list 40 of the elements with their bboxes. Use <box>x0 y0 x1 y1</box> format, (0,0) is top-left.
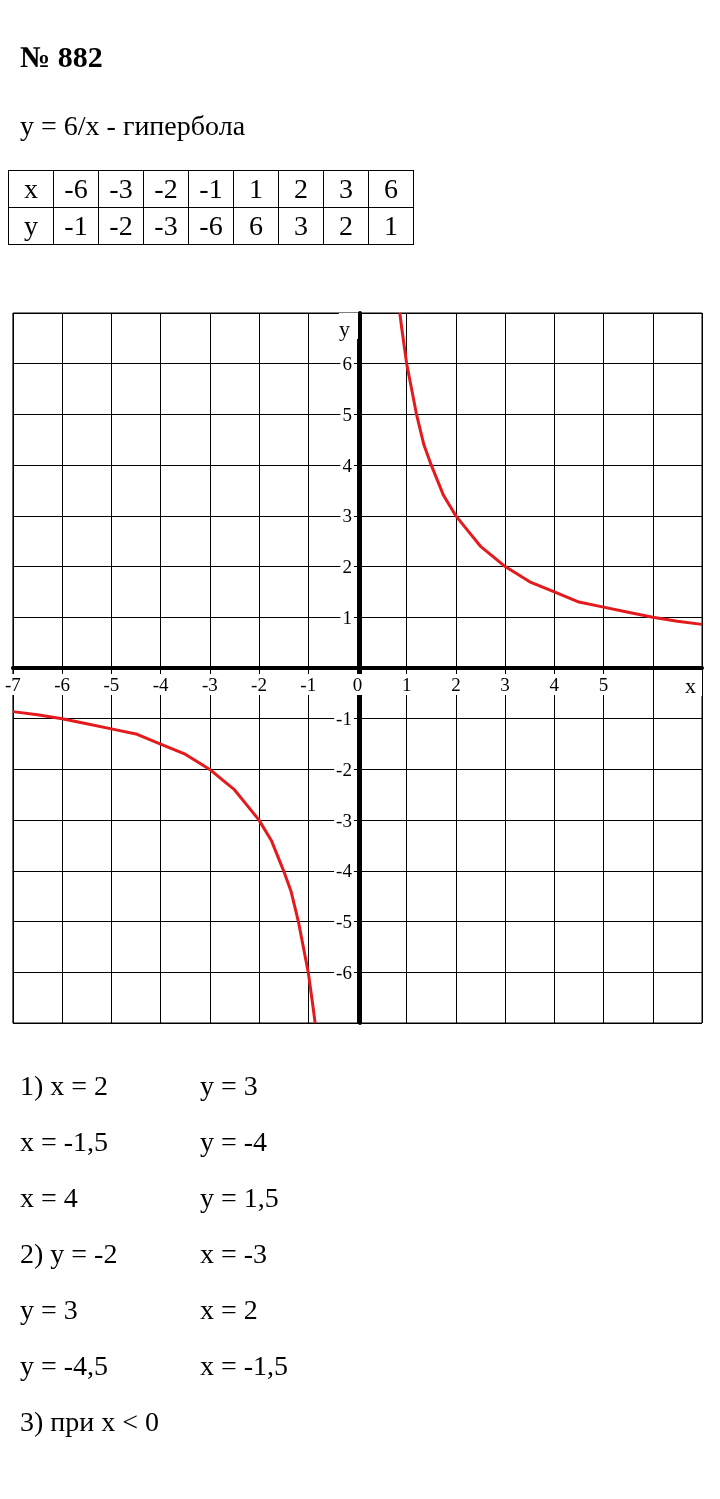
text: 2) y = -2 x = -3 <box>20 1238 268 1269</box>
text: y = -4,5 x = -1,5 <box>20 1350 289 1381</box>
x-tick-label: 5 <box>598 674 609 695</box>
text: 1) x = 2 y = 3 <box>20 1070 258 1101</box>
text: 3) при x < 0 <box>20 1406 160 1438</box>
y-axis-title: y <box>338 315 350 341</box>
x-tick-label: -7 <box>5 674 21 695</box>
x-tick-label: -5 <box>103 674 120 695</box>
x-tick-label: 0 <box>352 674 363 695</box>
y-tick-label: 5 <box>342 403 352 425</box>
x-tick-label: -1 <box>300 674 317 695</box>
chart-title: № 882 <box>20 40 103 74</box>
text: y = 6/x - гипербола <box>20 110 246 142</box>
y-tick-label: -6 <box>336 961 352 983</box>
y-tick-label: 4 <box>342 454 353 476</box>
y-tick-label: 3 <box>342 505 352 527</box>
y-tick-label: -1 <box>336 708 352 730</box>
x-tick-label: 1 <box>401 674 412 695</box>
x-tick-label: -3 <box>201 674 218 695</box>
y-tick-label: 2 <box>342 556 352 578</box>
x-tick-label: -2 <box>251 674 267 695</box>
x-axis-title: x <box>685 672 696 698</box>
y-tick-label: 6 <box>342 353 352 375</box>
text: x = 4 y = 1,5 <box>20 1182 279 1213</box>
text: y = 3 x = 2 <box>20 1294 258 1325</box>
y-tick-label: -2 <box>336 758 352 780</box>
x-tick-label: -4 <box>152 674 169 695</box>
line-series <box>398 311 704 626</box>
y-tick-label: -3 <box>336 809 352 831</box>
x-tick-label: 4 <box>549 674 560 695</box>
x-tick-label: -6 <box>54 674 71 695</box>
text: x -6 -3 -2 -1 1 2 3 6 <box>24 173 398 204</box>
line-series <box>11 710 317 1025</box>
text: y -1 -2 -3 -6 6 3 2 1 <box>24 210 398 241</box>
x-tick-label: 2 <box>451 674 461 695</box>
y-tick-label: -5 <box>336 911 352 933</box>
text: x = -1,5 y = -4 <box>20 1126 268 1157</box>
y-tick-label: -4 <box>336 860 353 882</box>
x-tick-label: 3 <box>500 674 510 695</box>
y-tick-label: 1 <box>342 606 352 628</box>
